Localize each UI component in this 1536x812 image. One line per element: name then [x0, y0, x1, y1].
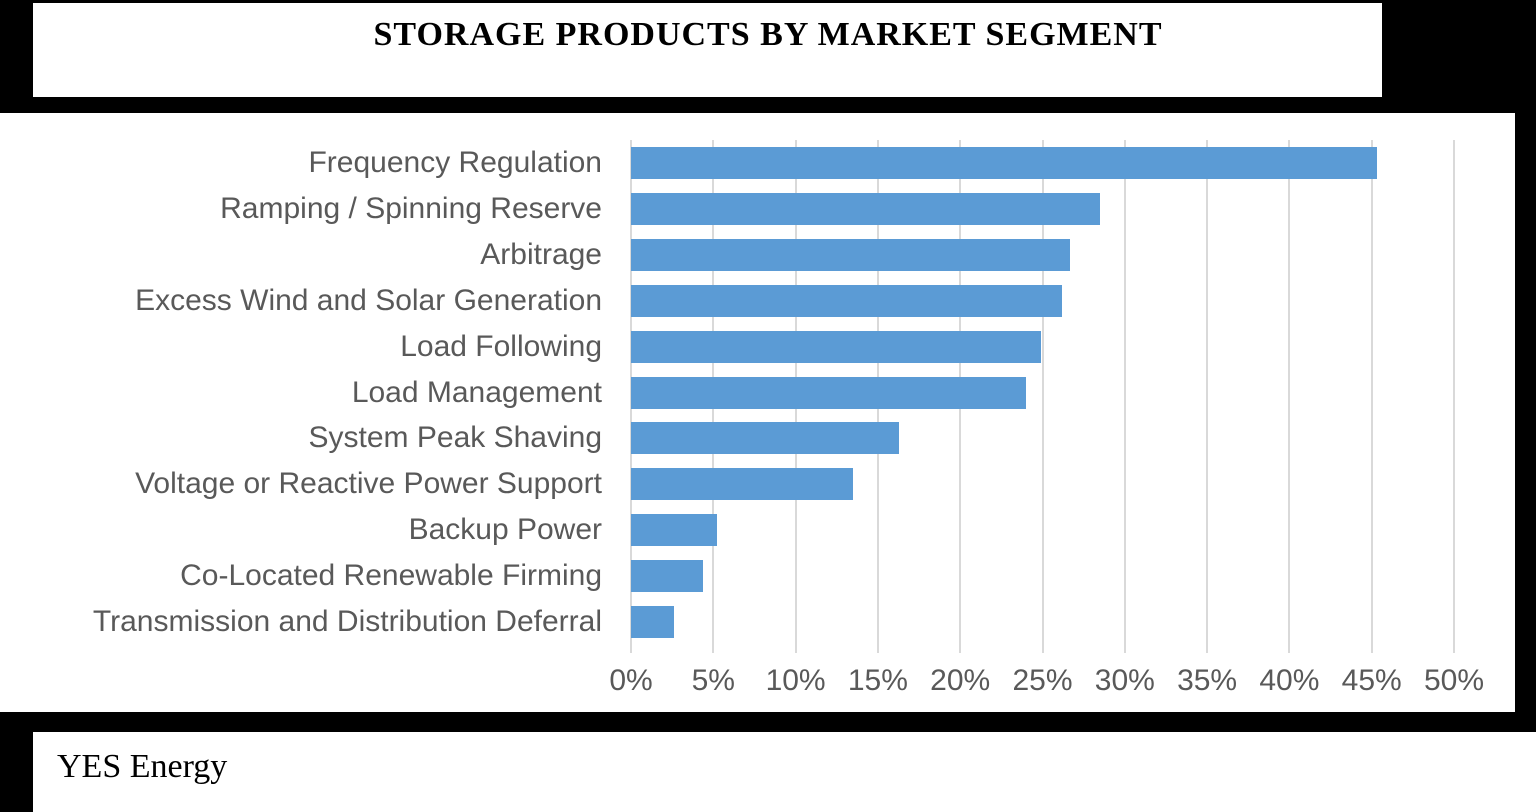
- bar: [631, 330, 1041, 363]
- category-label: System Peak Shaving: [308, 421, 602, 455]
- category-label: Ramping / Spinning Reserve: [220, 191, 602, 225]
- bar: [631, 560, 704, 593]
- x-tick-label: 5%: [691, 664, 735, 697]
- category-label: Frequency Regulation: [308, 146, 602, 179]
- x-tick-label: 0%: [609, 664, 653, 697]
- x-tick-label: 25%: [1012, 664, 1073, 697]
- bar: [631, 468, 854, 501]
- chart-title: STORAGE PRODUCTS BY MARKET SEGMENT: [373, 16, 1163, 53]
- bar: [631, 422, 900, 455]
- bar: [631, 606, 674, 638]
- gridline: [1123, 140, 1126, 653]
- category-label: Voltage or Reactive Power Support: [135, 467, 602, 501]
- gridline: [1041, 140, 1044, 653]
- bar: [631, 376, 1027, 409]
- x-tick-label: 35%: [1177, 664, 1238, 697]
- chart-area: Frequency Regulation Ramping / Spinning R…: [0, 113, 1515, 712]
- gridline: [1288, 140, 1291, 653]
- bar: [631, 192, 1101, 225]
- footer-panel: YES Energy: [33, 732, 1536, 812]
- category-label: Transmission and Distribution Deferral: [92, 605, 602, 638]
- x-tick-label: 30%: [1094, 664, 1155, 697]
- category-label: Excess Wind and Solar Generation: [135, 283, 602, 317]
- category-label: Load Management: [351, 375, 602, 409]
- x-tick-label: 40%: [1259, 664, 1320, 697]
- bar: [631, 514, 717, 547]
- gridline: [1370, 140, 1373, 653]
- category-label: Backup Power: [408, 513, 602, 547]
- gridline: [1206, 140, 1209, 653]
- x-tick-label: 50%: [1423, 664, 1485, 697]
- x-tick-label: 45%: [1341, 664, 1402, 697]
- gridline: [1453, 140, 1455, 653]
- category-label: Arbitrage: [480, 237, 602, 271]
- bar: [631, 147, 1377, 179]
- category-label: Load Following: [400, 329, 602, 363]
- brand-text: YES Energy: [57, 748, 228, 785]
- bar: [631, 284, 1063, 317]
- x-tick-label: 20%: [930, 664, 991, 697]
- x-tick-label: 10%: [765, 664, 826, 697]
- category-label: Co-Located Renewable Firming: [180, 559, 602, 593]
- bar: [631, 238, 1071, 271]
- title-panel: [33, 3, 1382, 97]
- x-tick-label: 15%: [847, 664, 908, 697]
